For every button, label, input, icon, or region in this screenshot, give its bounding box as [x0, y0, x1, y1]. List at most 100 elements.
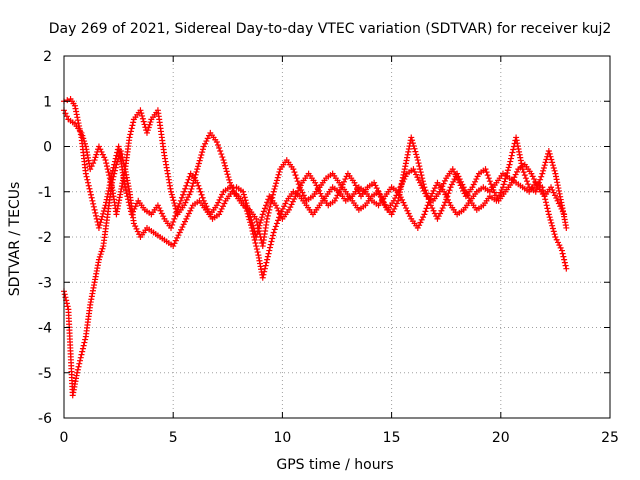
data-point	[456, 179, 463, 186]
data-point-fill	[219, 191, 226, 198]
data-point-fill	[129, 122, 136, 129]
data-point-fill	[178, 226, 185, 233]
data-point	[91, 157, 98, 164]
data-point-fill	[558, 205, 565, 212]
data-point-fill	[490, 186, 497, 193]
data-point-fill	[438, 207, 445, 214]
data-point-fill	[500, 181, 507, 188]
data-point-fill	[82, 167, 89, 174]
data-point-fill	[181, 218, 188, 225]
data-point-fill	[483, 169, 490, 176]
data-point-fill	[420, 214, 427, 221]
data-point-fill	[376, 190, 383, 197]
data-point-fill	[274, 205, 281, 212]
data-point-fill	[81, 339, 88, 346]
data-point-fill	[148, 227, 155, 234]
x-tick-label: 5	[169, 430, 178, 446]
data-point-fill	[473, 176, 480, 183]
data-point-fill	[266, 247, 273, 254]
data-point-fill	[512, 171, 519, 178]
data-point-fill	[219, 203, 226, 210]
data-point-fill	[492, 192, 499, 199]
data-point-fill	[128, 125, 135, 132]
data-point-fill	[189, 183, 196, 190]
data-point-fill	[167, 185, 174, 192]
data-point-fill	[226, 176, 233, 183]
data-points	[61, 95, 570, 399]
data-point-fill	[252, 240, 259, 247]
data-point-fill	[454, 176, 461, 183]
data-point-fill	[272, 183, 279, 190]
data-point-fill	[188, 205, 195, 212]
data-point-fill	[550, 189, 557, 196]
data-point	[95, 143, 102, 150]
data-point-fill	[134, 228, 141, 235]
data-point-fill	[347, 194, 354, 201]
data-point-fill	[398, 181, 405, 188]
data-point-fill	[263, 259, 270, 266]
data-point-fill	[549, 225, 556, 232]
data-point-fill	[197, 188, 204, 195]
data-point-fill	[227, 191, 234, 198]
data-point-fill	[257, 219, 264, 226]
data-point-fill	[185, 176, 192, 183]
data-point-fill	[265, 209, 272, 216]
data-point-fill	[172, 212, 179, 219]
data-point-fill	[513, 168, 520, 175]
data-point-fill	[171, 200, 178, 207]
data-point-fill	[399, 178, 406, 185]
data-point-fill	[529, 173, 536, 180]
data-point-fill	[97, 251, 104, 258]
data-point-fill	[172, 202, 179, 209]
data-point-fill	[197, 154, 204, 161]
data-point-fill	[314, 185, 321, 192]
data-point-fill	[253, 243, 260, 250]
data-point-fill	[266, 206, 273, 213]
data-point-fill	[124, 193, 131, 200]
data-point-fill	[221, 159, 228, 166]
data-point-fill	[79, 345, 86, 352]
data-point-fill	[439, 183, 446, 190]
data-point-fill	[327, 186, 334, 193]
data-point-fill	[195, 163, 202, 170]
data-point-fill	[423, 205, 430, 212]
data-point-fill	[261, 205, 268, 212]
data-point	[414, 157, 421, 164]
data-point-fill	[168, 241, 175, 248]
data-point-fill	[422, 190, 429, 197]
data-point-fill	[546, 214, 553, 221]
data-point-fill	[161, 149, 168, 156]
data-point-fill	[472, 204, 479, 211]
data-point-fill	[198, 191, 205, 198]
data-point-fill	[500, 191, 507, 198]
data-point-fill	[140, 118, 147, 125]
data-point-fill	[293, 190, 300, 197]
data-point-fill	[184, 179, 191, 186]
data-point-fill	[263, 218, 270, 225]
data-point-fill	[354, 204, 361, 211]
data-point	[220, 157, 227, 164]
data-point-fill	[435, 191, 442, 198]
data-point-fill	[267, 241, 274, 248]
data-point-fill	[169, 221, 176, 228]
data-point-fill	[97, 146, 104, 153]
x-tick-label: 15	[383, 430, 401, 446]
data-point-fill	[335, 189, 342, 196]
data-point-fill	[548, 156, 555, 163]
data-point-fill	[504, 167, 511, 174]
data-point-fill	[100, 207, 107, 214]
data-point-fill	[225, 174, 232, 181]
data-point-fill	[90, 200, 97, 207]
data-point-fill	[307, 194, 314, 201]
data-point-fill	[230, 184, 237, 191]
data-point-fill	[289, 198, 296, 205]
data-point-fill	[360, 203, 367, 210]
data-point-fill	[542, 196, 549, 203]
data-point-fill	[161, 237, 168, 244]
data-point-fill	[245, 205, 252, 212]
data-point-fill	[551, 192, 558, 199]
data-point-fill	[217, 148, 224, 155]
data-point-fill	[394, 189, 401, 196]
data-point-fill	[132, 223, 139, 230]
data-point-fill	[560, 253, 567, 260]
